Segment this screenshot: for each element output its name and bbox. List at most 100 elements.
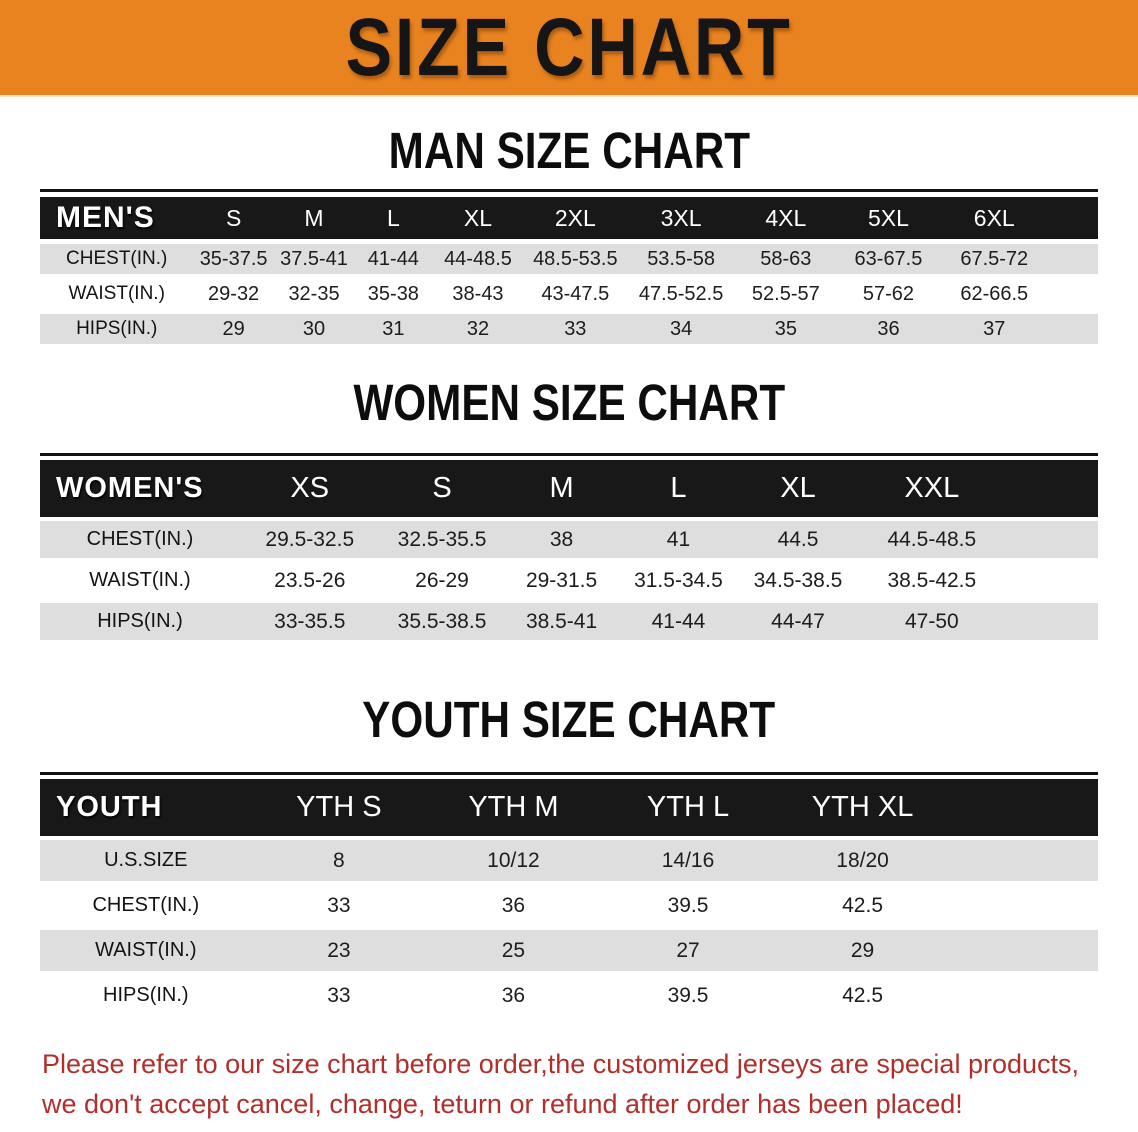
- mens-size-value-cell: 48.5-53.5: [523, 244, 628, 274]
- mens-size-value-cell: 36: [836, 314, 941, 344]
- womens-size-value-cell: 44.5: [738, 521, 858, 558]
- mens-column-header: S: [193, 197, 274, 239]
- youth-header-spacer: [949, 779, 1098, 836]
- mens-size-value-cell: 37: [940, 314, 1049, 344]
- mens-row-label: HIPS(IN.): [40, 314, 194, 344]
- mens-size-value-cell: 52.5-57: [735, 279, 837, 309]
- mens-size-value-cell: 34: [627, 314, 736, 344]
- youth-row-label: HIPS(IN.): [40, 975, 252, 1016]
- youth-size-value-cell: 27: [600, 930, 776, 971]
- size-chart-title: SIZE CHART: [345, 1, 793, 94]
- mens-header-row: MEN'S S M L XL 2XL 3XL 4XL 5XL 6XL: [40, 197, 1098, 239]
- mens-size-value-cell: 35: [735, 314, 837, 344]
- womens-size-value-cell: 29-31.5: [504, 562, 619, 599]
- mens-row-spacer: [1048, 279, 1098, 309]
- mens-row-spacer: [1048, 314, 1098, 344]
- mens-table-row: WAIST(IN.) 29-32 32-35 35-38 38-43 43-47.5 47.…: [40, 279, 1098, 309]
- mens-size-value-cell: 44-48.5: [432, 244, 524, 274]
- womens-column-header: M: [504, 460, 619, 517]
- mens-row-label: CHEST(IN.): [40, 244, 194, 274]
- youth-size-value-cell: 25: [426, 930, 601, 971]
- womens-size-value-cell: 41: [618, 521, 739, 558]
- womens-row-spacer: [1005, 521, 1098, 558]
- youth-corner-label: YOUTH: [40, 779, 252, 836]
- mens-size-value-cell: 37.5-41: [273, 244, 355, 274]
- womens-size-value-cell: 32.5-35.5: [379, 521, 505, 558]
- mens-table-section: MEN'S S M L XL 2XL 3XL 4XL 5XL 6XL CHEST(IN.) 35-37…: [0, 189, 1138, 349]
- mens-row-spacer: [1048, 244, 1098, 274]
- womens-size-value-cell: 33-35.5: [239, 603, 380, 640]
- womens-table-row: HIPS(IN.) 33-35.5 35.5-38.5 38.5-41 41-44 44-…: [40, 603, 1098, 640]
- youth-row-spacer: [949, 840, 1098, 881]
- mens-size-value-cell: 30: [273, 314, 355, 344]
- youth-table-section: YOUTH YTH S YTH M YTH L YTH XL U.S.SIZE 8 10/12…: [0, 772, 1138, 1020]
- womens-size-value-cell: 34.5-38.5: [738, 562, 858, 599]
- youth-column-header: YTH L: [600, 779, 776, 836]
- mens-table-row: CHEST(IN.) 35-37.5 37.5-41 41-44 44-48.5 48.5…: [40, 244, 1098, 274]
- man-size-chart-heading: MAN SIZE CHART: [0, 125, 1138, 178]
- womens-size-value-cell: 31.5-34.5: [618, 562, 739, 599]
- womens-size-value-cell: 38.5-41: [504, 603, 619, 640]
- youth-column-header: YTH XL: [775, 779, 950, 836]
- womens-size-value-cell: 41-44: [618, 603, 739, 640]
- mens-size-value-cell: 57-62: [836, 279, 941, 309]
- youth-row-label: WAIST(IN.): [40, 930, 252, 971]
- youth-size-value-cell: 23: [251, 930, 427, 971]
- mens-size-value-cell: 41-44: [354, 244, 433, 274]
- mens-size-value-cell: 53.5-58: [627, 244, 736, 274]
- womens-size-value-cell: 38: [504, 521, 619, 558]
- youth-size-value-cell: 29: [775, 930, 950, 971]
- mens-column-header: M: [273, 197, 355, 239]
- womens-size-value-cell: 47-50: [857, 603, 1006, 640]
- womens-column-header: XS: [239, 460, 380, 517]
- youth-row-spacer: [949, 885, 1098, 926]
- youth-size-value-cell: 10/12: [426, 840, 601, 881]
- youth-size-value-cell: 14/16: [600, 840, 776, 881]
- youth-size-table: YOUTH YTH S YTH M YTH L YTH XL U.S.SIZE 8 10/12…: [40, 772, 1098, 1020]
- mens-size-value-cell: 29-32: [193, 279, 274, 309]
- mens-size-value-cell: 35-37.5: [193, 244, 274, 274]
- youth-size-value-cell: 33: [251, 975, 427, 1016]
- mens-size-value-cell: 63-67.5: [836, 244, 941, 274]
- womens-corner-label: WOMEN'S: [40, 460, 240, 517]
- women-size-chart-heading: WOMEN SIZE CHART: [0, 377, 1138, 430]
- youth-size-value-cell: 8: [251, 840, 427, 881]
- youth-size-value-cell: 39.5: [600, 975, 776, 1016]
- youth-size-value-cell: 18/20: [775, 840, 950, 881]
- womens-table-section: WOMEN'S XS S M L XL XXL CHEST(IN.) 29.5-32.5 32.5…: [0, 453, 1138, 644]
- mens-row-label: WAIST(IN.): [40, 279, 194, 309]
- mens-column-header: 4XL: [735, 197, 837, 239]
- mens-size-value-cell: 32-35: [273, 279, 355, 309]
- youth-size-value-cell: 42.5: [775, 885, 950, 926]
- youth-table-row: WAIST(IN.) 23 25 27 29: [40, 930, 1098, 971]
- womens-size-value-cell: 29.5-32.5: [239, 521, 380, 558]
- youth-size-value-cell: 39.5: [600, 885, 776, 926]
- youth-table-row: U.S.SIZE 8 10/12 14/16 18/20: [40, 840, 1098, 881]
- mens-column-header: 2XL: [523, 197, 628, 239]
- disclaimer-text: Please refer to our size chart before or…: [0, 1044, 1138, 1124]
- womens-row-spacer: [1005, 562, 1098, 599]
- youth-size-value-cell: 33: [251, 885, 427, 926]
- youth-table-row: HIPS(IN.) 33 36 39.5 42.5: [40, 975, 1098, 1016]
- mens-column-header: 5XL: [836, 197, 941, 239]
- womens-table-row: WAIST(IN.) 23.5-26 26-29 29-31.5 31.5-34.5 34…: [40, 562, 1098, 599]
- mens-size-value-cell: 58-63: [735, 244, 837, 274]
- mens-size-value-cell: 67.5-72: [940, 244, 1049, 274]
- mens-header-spacer: [1048, 197, 1098, 239]
- mens-size-value-cell: 38-43: [432, 279, 524, 309]
- mens-column-header: 6XL: [940, 197, 1049, 239]
- womens-size-value-cell: 23.5-26: [239, 562, 380, 599]
- youth-column-header: YTH M: [426, 779, 601, 836]
- womens-table-row: CHEST(IN.) 29.5-32.5 32.5-35.5 38 41 44.5 44.5…: [40, 521, 1098, 558]
- mens-size-value-cell: 47.5-52.5: [627, 279, 736, 309]
- womens-column-header: S: [379, 460, 505, 517]
- mens-corner-label: MEN'S: [40, 197, 194, 239]
- disclaimer-line-2: we don't accept cancel, change, teturn o…: [42, 1089, 963, 1119]
- womens-size-value-cell: 35.5-38.5: [379, 603, 505, 640]
- womens-row-label: WAIST(IN.): [40, 562, 240, 599]
- womens-size-table: WOMEN'S XS S M L XL XXL CHEST(IN.) 29.5-32.5 32.5…: [40, 453, 1098, 644]
- womens-size-value-cell: 26-29: [379, 562, 505, 599]
- mens-size-value-cell: 33: [523, 314, 628, 344]
- womens-row-spacer: [1005, 603, 1098, 640]
